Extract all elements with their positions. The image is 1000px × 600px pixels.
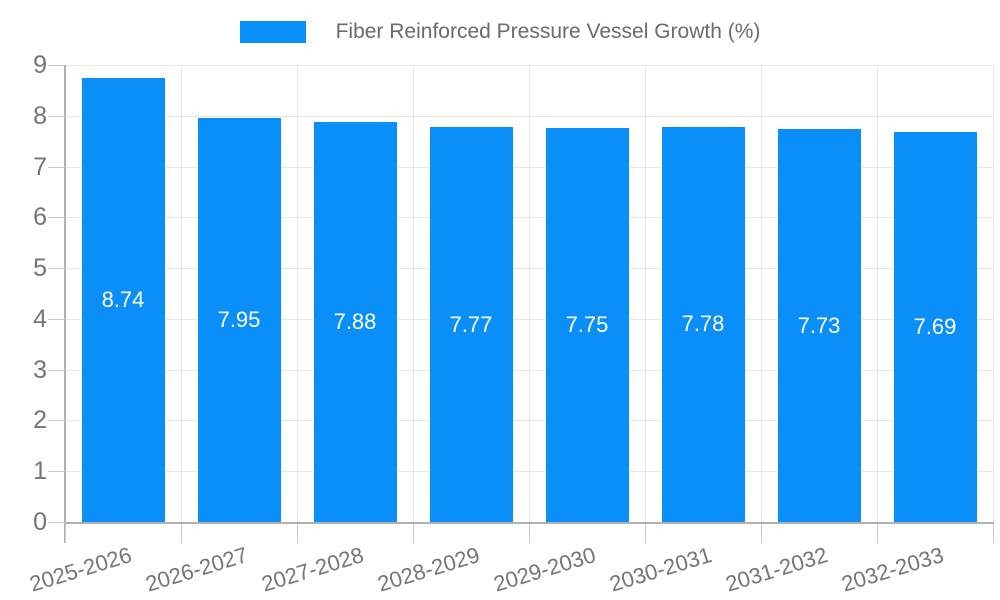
bar-value-label: 7.88 [333,308,377,334]
vertical-gridline [877,65,878,522]
x-axis-tick-label: 2030-2031 [606,542,715,597]
x-axis-tick-mark [181,524,182,543]
legend: Fiber Reinforced Pressure Vessel Growth … [0,16,1000,48]
bar-value-label: 7.75 [565,312,609,338]
bar-value-label: 7.69 [913,313,957,339]
x-axis-tick-label: 2032-2033 [838,542,947,597]
vertical-gridline [297,65,298,522]
x-axis-tick-mark [761,524,762,543]
x-axis-tick-mark [65,524,66,543]
y-axis-tick-label: 3 [33,355,47,384]
y-axis-tick-mark [48,420,65,422]
x-axis-tick-label: 2028-2029 [374,542,483,597]
x-axis-tick-mark [645,524,646,543]
y-axis-line [64,65,66,543]
x-axis-tick-label: 2025-2026 [26,542,135,597]
y-axis-tick-mark [48,166,65,168]
vertical-gridline [413,65,414,522]
bar-value-label: 7.95 [217,307,261,333]
y-axis-tick-mark [48,522,65,523]
bar: 7.73 [777,129,861,522]
bar: 7.77 [429,127,513,522]
x-axis-tick-label: 2029-2030 [490,542,599,597]
y-axis-tick-label: 8 [33,101,47,130]
bar: 7.69 [893,131,977,522]
y-axis-tick-mark [48,217,65,219]
x-axis-tick-label: 2031-2032 [722,542,831,597]
y-axis-tick-label: 1 [33,457,47,486]
bar-value-label: 7.78 [681,311,725,337]
plot-area: 8.74 7.95 7.88 7.77 7.75 7.78 7.73 7.69 [65,65,994,522]
x-axis-tick-mark [877,524,878,543]
y-axis-tick-label: 9 [33,51,47,79]
x-axis-tick-label: 2027-2028 [258,542,367,597]
x-axis-tick-mark [413,524,414,543]
vertical-gridline [645,65,646,522]
legend-swatch [239,21,306,43]
bar: 7.78 [661,126,745,522]
y-axis-tick-mark [48,318,65,320]
vertical-gridline [761,65,762,522]
y-axis-tick-label: 7 [33,152,47,181]
x-axis-tick-label: 2026-2027 [142,542,251,597]
y-axis-tick-mark [48,115,65,117]
x-axis-tick-mark [529,524,530,543]
x-axis-tick-mark [297,524,298,543]
y-axis-tick-mark [48,65,65,66]
y-axis-tick-mark [48,268,65,270]
bar-value-label: 7.73 [797,312,841,338]
vertical-gridline [529,65,530,522]
vertical-gridline [181,65,182,522]
y-axis-tick-label: 2 [33,406,47,435]
x-axis-line [64,522,994,524]
bar-value-label: 8.74 [101,287,145,313]
bar: 7.88 [313,121,397,522]
bar: 7.95 [197,118,281,522]
bar: 8.74 [81,78,165,522]
y-axis-tick-label: 5 [33,254,47,283]
vertical-gridline [993,65,994,522]
bar-value-label: 7.77 [449,311,493,337]
y-axis-tick-label: 4 [33,304,47,333]
x-axis-tick-mark [993,524,994,543]
y-axis-tick-label: 0 [33,508,47,536]
legend-label: Fiber Reinforced Pressure Vessel Growth … [335,20,761,43]
y-axis-tick-label: 6 [33,203,47,232]
bar: 7.75 [545,128,629,522]
y-axis-tick-mark [48,369,65,371]
y-axis-tick-mark [48,471,65,473]
